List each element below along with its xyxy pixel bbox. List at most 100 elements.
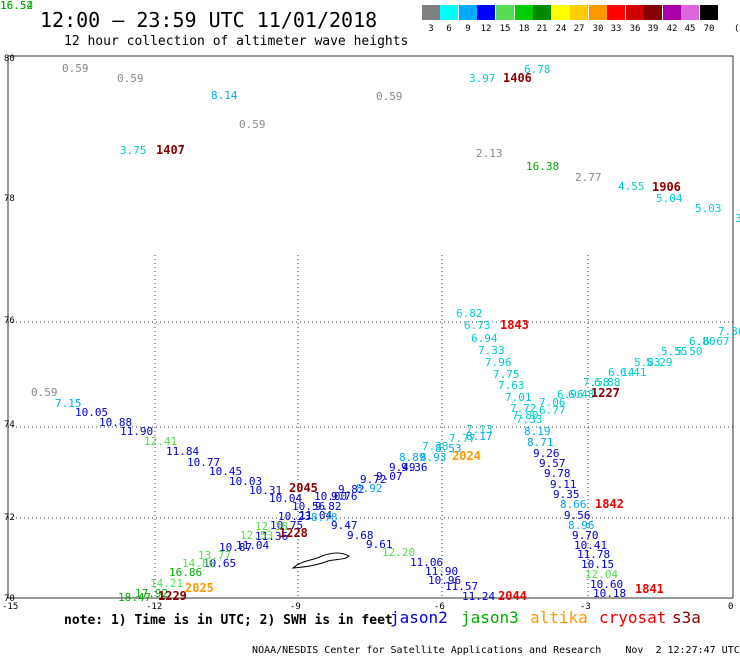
legend-bin-label: 42: [666, 24, 678, 34]
wave-height-value: 9.11: [550, 478, 577, 491]
wave-height-value: 16.52: [0, 0, 34, 12]
wave-height-value: 10.05: [75, 406, 109, 419]
wave-height-value: 8.92: [356, 482, 383, 495]
wave-height-value: 8.71: [527, 436, 554, 449]
pass-time: 1843: [500, 318, 529, 332]
page-title: 12:00 — 23:59 UTC 11/01/2018: [40, 8, 378, 32]
wave-height-value: 4.55: [618, 180, 645, 193]
wave-height-value: 7.96: [485, 356, 512, 369]
wave-height-value: 3: [735, 212, 740, 225]
wave-height-value: 10.60: [590, 578, 624, 591]
wave-height-value: 12.41: [144, 435, 178, 448]
wave-height-value: 6.82: [456, 307, 483, 320]
wave-height-value: 9.47: [331, 519, 358, 532]
legend-bin-label: 18: [518, 24, 530, 34]
pass-time: 2025: [185, 581, 214, 595]
wave-height-value: 9.35: [553, 488, 580, 501]
wave-height-value: 10.31: [249, 484, 283, 497]
wave-height-value: 5.55: [661, 345, 688, 358]
wave-height-value: 6.96: [557, 388, 584, 401]
wave-height-value: 11.04: [299, 509, 333, 522]
wave-height-value: 9.78: [544, 467, 571, 480]
wave-height-value: 12.53: [240, 529, 274, 542]
wave-height-value: 10.87: [219, 541, 253, 554]
wave-height-value: 8.19: [524, 425, 551, 438]
wave-height-value: 7.80: [512, 409, 539, 422]
satellite-altika: altika: [530, 608, 588, 627]
legend-bin-label: 15: [499, 24, 511, 34]
wave-height-value: 6.14: [608, 366, 635, 379]
legend-swatch: [626, 5, 644, 20]
wave-height-value: 10.00: [314, 490, 348, 503]
wave-height-value: 16.86: [169, 566, 203, 579]
wave-height-value: 10.77: [187, 456, 221, 469]
wave-height-value: 5.03: [695, 202, 722, 215]
wave-height-value: 7.38: [422, 440, 449, 453]
wave-height-value: 6.94: [471, 332, 498, 345]
wave-height-value: 7.72: [510, 402, 537, 415]
wave-height-value: 7.33: [516, 413, 543, 426]
wave-height-value: 9.61: [366, 538, 393, 551]
wave-height-value: 6.73: [464, 319, 491, 332]
wave-height-value: 8.53: [435, 442, 462, 455]
wave-height-value: 13.77: [198, 549, 232, 562]
wave-height-value: 10.88: [99, 416, 133, 429]
wave-height-value: 18.47: [118, 591, 152, 604]
wave-height-value: 9.82: [315, 500, 342, 513]
lat-label: 72: [4, 513, 15, 523]
wave-height-value: 12.20: [382, 546, 416, 559]
satellite-cryosat: cryosat: [599, 608, 667, 627]
wave-height-value: 7.33: [478, 344, 505, 357]
wave-height-value: 8.14: [211, 89, 238, 102]
wave-height-value: 10.96: [428, 574, 462, 587]
wave-height-value: 10.56: [292, 500, 326, 513]
wave-height-value: 5.50: [676, 345, 703, 358]
wave-height-value: 10.23: [278, 510, 312, 523]
pass-time: 1229: [158, 589, 187, 603]
wave-height-value: 11.04: [236, 539, 270, 552]
wave-height-value: 5.29: [646, 356, 673, 369]
wave-height-value: 8.96: [568, 519, 595, 532]
pass-time: 1841: [635, 582, 664, 596]
wave-height-value: 0.59: [31, 386, 58, 399]
wave-height-value: 3.75: [120, 144, 147, 157]
wave-height-value: 9.68: [347, 529, 374, 542]
wave-height-value: 6.77: [539, 404, 566, 417]
wave-height-value: 9.07: [376, 470, 403, 483]
wave-height-value: 9.72: [360, 473, 387, 486]
wave-height-value: 2.13: [476, 147, 503, 160]
jan-mayen-island-shape: [291, 552, 350, 569]
wave-height-value: 8.89: [399, 451, 426, 464]
wave-height-value: 6.48: [568, 388, 595, 401]
wave-height-value: 7.06: [539, 396, 566, 409]
page-subtitle: 12 hour collection of altimeter wave hei…: [64, 34, 409, 49]
lon-label: -12: [146, 602, 163, 612]
wave-height-value: 0.59: [239, 118, 266, 131]
legend-swatch: [644, 5, 662, 20]
legend-swatch: [533, 5, 551, 20]
legend-swatch: [552, 5, 570, 20]
legend-bin-label: 9: [465, 24, 471, 34]
pass-time: 1406: [503, 71, 532, 85]
satellite-jason2: jason2: [390, 608, 448, 627]
legend-swatch: [607, 5, 625, 20]
pass-time: 2044: [498, 589, 527, 603]
wave-height-value: 7.13: [466, 423, 493, 436]
pass-time: 1228: [279, 526, 308, 540]
legend-swatch: [570, 5, 588, 20]
wave-height-value: 12.38: [255, 520, 289, 533]
legend-swatch: [663, 5, 681, 20]
legend-bin-label: 21: [536, 24, 548, 34]
wave-height-value: 10.45: [209, 465, 243, 478]
wave-height-value: 6.88: [594, 376, 621, 389]
legend-bin-label: 27: [573, 24, 585, 34]
legend-swatch: [440, 5, 458, 20]
legend-swatch: [477, 5, 495, 20]
wave-height-value: 11.78: [577, 548, 611, 561]
generated-timestamp: Nov 2 12:27:47 UTC 2018: [625, 645, 740, 656]
legend-bin-label: 45: [684, 24, 696, 34]
wave-height-value: 0.59: [62, 62, 89, 75]
legend-unit: (ft): [734, 24, 740, 34]
wave-height-value: 11.06: [410, 556, 444, 569]
legend-bin-label: 36: [629, 24, 641, 34]
